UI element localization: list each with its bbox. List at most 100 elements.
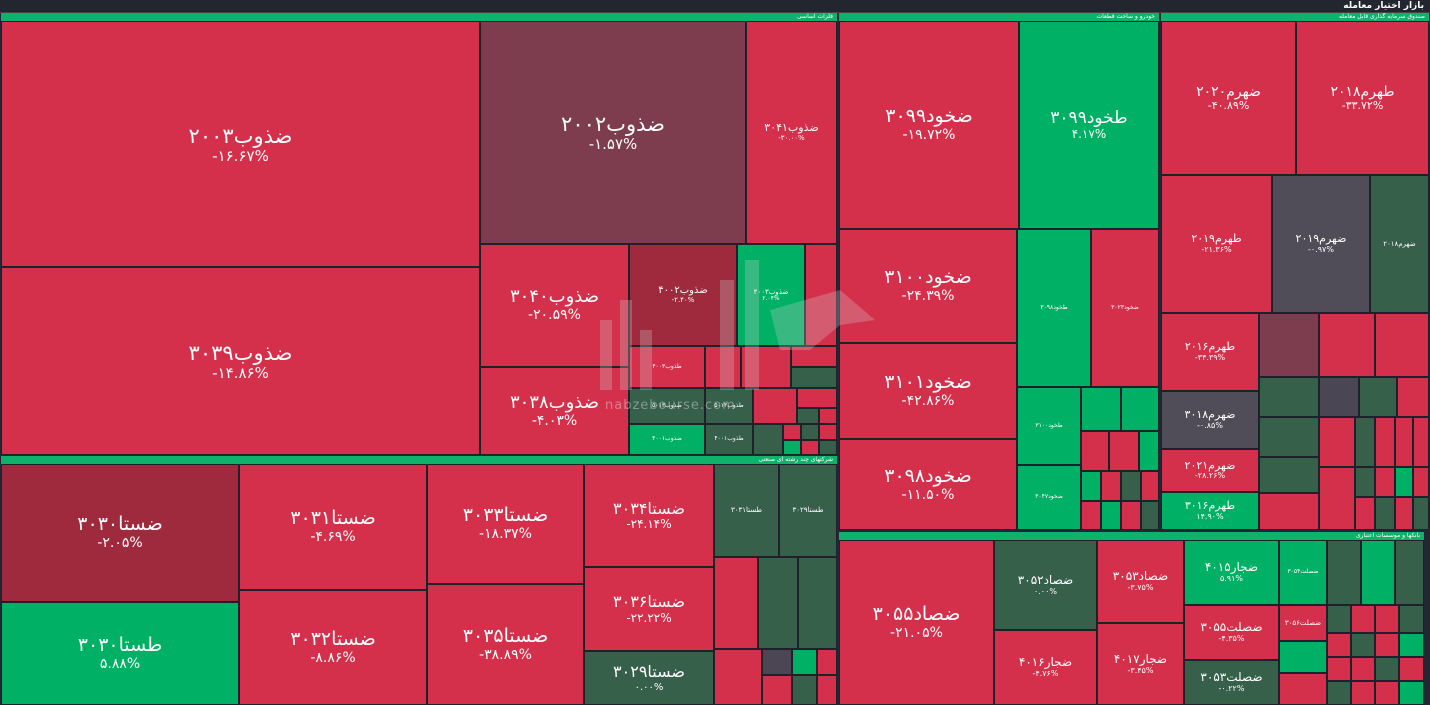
- treemap-tile[interactable]: ضستا۳۰۳۶ -۲۲.۲۲%: [584, 567, 714, 651]
- treemap-tile[interactable]: ضصاد۳۰۵۲ ۰.۰۰%: [994, 540, 1097, 630]
- treemap-tile-small[interactable]: [1101, 471, 1121, 501]
- treemap-tile-small[interactable]: [1375, 313, 1429, 377]
- treemap-tile-small[interactable]: [1081, 501, 1101, 530]
- treemap-tile-small[interactable]: [1319, 417, 1355, 467]
- treemap-tile[interactable]: ضهرم۲۰۲۱ -۲۸.۲۶%: [1161, 449, 1259, 492]
- treemap-tile-small[interactable]: [1109, 431, 1139, 471]
- treemap-tile-small[interactable]: [1351, 633, 1375, 657]
- treemap-tile-small[interactable]: [1319, 313, 1375, 377]
- treemap-tile-small[interactable]: [1399, 657, 1424, 681]
- treemap-tile-small[interactable]: [1375, 497, 1395, 530]
- treemap-tile[interactable]: [753, 424, 783, 455]
- treemap-tile[interactable]: ضخود۳۰۲۳: [1091, 229, 1159, 387]
- treemap-tile[interactable]: طذوب۵۰۱۳: [705, 388, 753, 424]
- treemap-tile-small[interactable]: [1081, 471, 1101, 501]
- treemap-tile[interactable]: ضصلت۳۰۵۶: [1279, 605, 1327, 641]
- treemap-tile[interactable]: [791, 346, 837, 367]
- treemap-tile-small[interactable]: [1375, 633, 1399, 657]
- treemap-tile-small[interactable]: [1399, 681, 1424, 705]
- section-header-etf[interactable]: صندوق سرمایه گذاری قابل معامله: [1161, 13, 1429, 21]
- treemap-tile-small[interactable]: [1375, 467, 1395, 497]
- treemap-tile-small[interactable]: [819, 408, 837, 424]
- section-header-metals[interactable]: فلزات اساسی: [1, 13, 837, 21]
- treemap-tile-small[interactable]: [1319, 377, 1359, 417]
- treemap-tile-small[interactable]: [1139, 431, 1159, 471]
- treemap-tile[interactable]: ضخود۳۰۹۸ -۱۱.۵۰%: [839, 439, 1017, 530]
- treemap-tile-small[interactable]: [1351, 681, 1375, 705]
- treemap-tile-small[interactable]: [817, 649, 837, 675]
- treemap-tile-small[interactable]: [798, 557, 837, 649]
- treemap-tile[interactable]: [1361, 540, 1395, 605]
- treemap-tile-small[interactable]: [1121, 471, 1141, 501]
- treemap-tile[interactable]: ضستا۳۰۳۱ -۴.۶۹%: [239, 464, 427, 590]
- treemap-tile[interactable]: طهرم۲۰۱۸ -۳۳.۷۲%: [1296, 21, 1429, 175]
- treemap-tile-small[interactable]: [1395, 417, 1413, 467]
- treemap-tile-small[interactable]: [1351, 605, 1375, 633]
- treemap-tile-small[interactable]: [762, 649, 792, 675]
- treemap-tile[interactable]: ضخود۳۰۹۹ -۱۹.۷۲%: [839, 21, 1019, 229]
- treemap-tile[interactable]: [1121, 387, 1159, 431]
- treemap-tile[interactable]: ضذوب۲۰۰۲ -۱.۵۷%: [480, 21, 746, 244]
- treemap-tile-small[interactable]: [1355, 417, 1375, 467]
- treemap-tile[interactable]: ضهرم۳۰۱۸ -۰.۸۵%: [1161, 391, 1259, 449]
- treemap-tile-small[interactable]: [1327, 657, 1351, 681]
- treemap-tile[interactable]: طخود۳۰۹۹ ۴.۱۷%: [1019, 21, 1159, 229]
- treemap-tile[interactable]: طهرم۳۰۱۶ ۱۴.۹۰%: [1161, 492, 1259, 530]
- treemap-tile[interactable]: ضخود۳۱۰۰ -۲۴.۳۹%: [839, 229, 1017, 343]
- treemap-tile-small[interactable]: [1399, 633, 1424, 657]
- treemap-tile-small[interactable]: [714, 649, 762, 705]
- treemap-tile-small[interactable]: [1399, 605, 1424, 633]
- treemap-tile-small[interactable]: [1375, 417, 1395, 467]
- treemap-tile[interactable]: ضستا۳۰۳۴ -۲۴.۱۴%: [584, 464, 714, 567]
- treemap-tile-small[interactable]: [1259, 377, 1319, 417]
- treemap-tile[interactable]: ضذوب۴۰۰۲ -۲.۴۰%: [629, 244, 737, 346]
- treemap-tile[interactable]: ضذوب۴۰۰۳ ۲.۰۴%: [737, 244, 805, 346]
- treemap-tile-small[interactable]: [1375, 681, 1399, 705]
- treemap-tile-small[interactable]: [1141, 471, 1159, 501]
- treemap-tile-small[interactable]: [1081, 431, 1109, 471]
- treemap-tile[interactable]: ضذوب۳۰۴۱ -۳۰.۰۰%: [746, 21, 837, 244]
- treemap-tile-small[interactable]: [1413, 417, 1429, 467]
- treemap-tile[interactable]: ضصاد۳۰۵۳ -۳.۷۵%: [1097, 540, 1184, 623]
- treemap-tile[interactable]: ضذوب۳۰۴۰ -۲۰.۵۹%: [480, 244, 629, 367]
- treemap-tile[interactable]: ضخود۳۰۴۷: [1017, 465, 1081, 530]
- treemap-tile[interactable]: طستا۳۰۲۹: [779, 464, 837, 557]
- treemap-tile[interactable]: ضذوب۵۰۱۳: [629, 388, 705, 424]
- treemap-tile[interactable]: ضستا۳۰۳۳ -۱۸.۳۷%: [427, 464, 584, 584]
- treemap-tile-small[interactable]: [1355, 467, 1375, 497]
- treemap-tile-small[interactable]: [801, 424, 819, 440]
- treemap-tile[interactable]: [705, 346, 741, 388]
- treemap-tile-small[interactable]: [783, 440, 801, 455]
- treemap-tile[interactable]: [805, 244, 837, 346]
- treemap-tile[interactable]: ضستا۳۰۳۵ -۳۸.۸۹%: [427, 584, 584, 705]
- section-header-banks[interactable]: بانکها و موسسات اعتباری: [839, 532, 1424, 540]
- treemap-tile-small[interactable]: [1375, 657, 1399, 681]
- treemap-tile-small[interactable]: [1359, 377, 1397, 417]
- treemap-tile-small[interactable]: [1327, 605, 1351, 633]
- treemap-tile-small[interactable]: [1355, 497, 1375, 530]
- treemap-tile[interactable]: ضجار۴۰۱۶ -۴.۷۶%: [994, 630, 1097, 705]
- treemap-tile[interactable]: ضجار۴۰۱۵ ۵.۹۱%: [1184, 540, 1279, 605]
- treemap-tile[interactable]: طخود۳۰۹۸: [1017, 229, 1091, 387]
- treemap-tile[interactable]: طخود۳۱۰۰: [1017, 387, 1081, 465]
- treemap-tile-small[interactable]: [792, 675, 817, 705]
- treemap-tile[interactable]: [1327, 540, 1361, 605]
- treemap-tile-small[interactable]: [1259, 417, 1319, 457]
- treemap-tile-small[interactable]: [1279, 641, 1327, 673]
- treemap-tile-small[interactable]: [758, 557, 798, 649]
- treemap-tile-small[interactable]: [714, 557, 758, 649]
- treemap-tile[interactable]: طستا۳۰۳۱: [714, 464, 779, 557]
- treemap-tile-small[interactable]: [797, 408, 819, 424]
- treemap-tile[interactable]: [1081, 387, 1121, 431]
- treemap-tile[interactable]: ضذوب۲۰۰۳ -۱۶.۶۷%: [1, 21, 480, 267]
- treemap-tile[interactable]: طستا۳۰۳۰ ۵.۸۸%: [1, 602, 239, 705]
- treemap-tile-small[interactable]: [1375, 605, 1399, 633]
- treemap-tile-small[interactable]: [1259, 313, 1319, 377]
- treemap-tile-small[interactable]: [1413, 497, 1429, 530]
- treemap-tile[interactable]: ضذوب۳۰۳۸ -۴.۰۳%: [480, 367, 629, 455]
- treemap-tile-small[interactable]: [817, 675, 837, 705]
- treemap-tile[interactable]: طذوب۴۰۰۳: [629, 346, 705, 388]
- treemap-tile-small[interactable]: [819, 440, 837, 455]
- treemap-tile-small[interactable]: [1279, 673, 1327, 705]
- treemap-tile[interactable]: ضجار۴۰۱۷ -۳.۴۵%: [1097, 623, 1184, 705]
